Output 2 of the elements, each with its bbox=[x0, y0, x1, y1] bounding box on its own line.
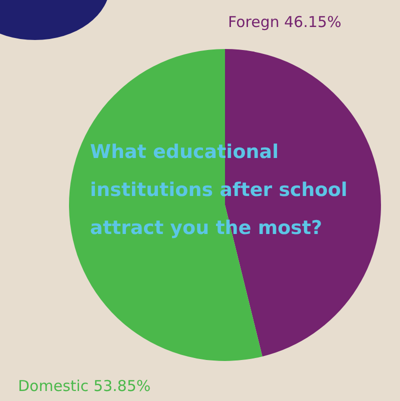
slice-label: Foregn 46.15% bbox=[228, 13, 342, 31]
slice-label: Domestic 53.85% bbox=[18, 377, 151, 395]
